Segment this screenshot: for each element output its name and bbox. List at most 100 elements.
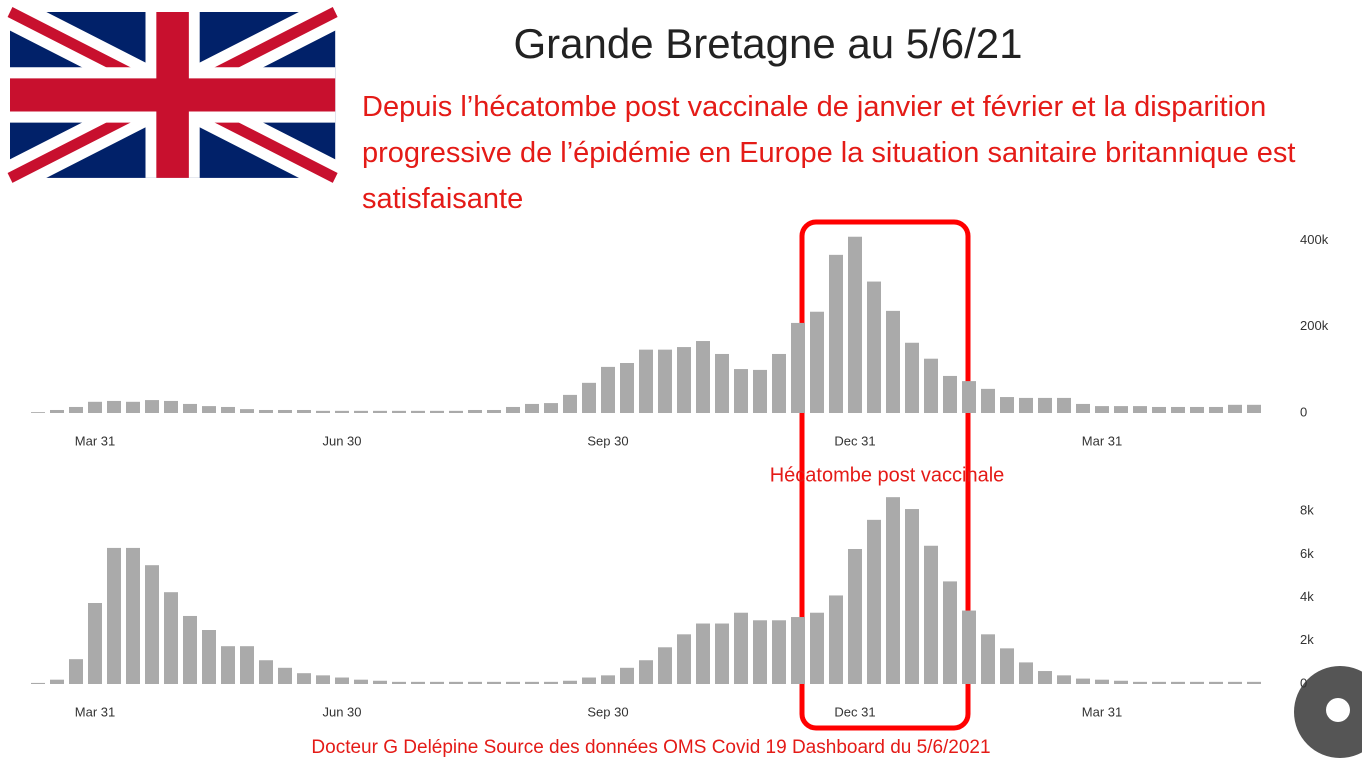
bar bbox=[658, 647, 672, 684]
bar bbox=[620, 667, 634, 684]
bar bbox=[924, 545, 938, 684]
bar bbox=[1152, 681, 1166, 684]
bar bbox=[373, 680, 387, 684]
x-tick-label: Dec 31 bbox=[834, 433, 875, 448]
bar bbox=[943, 375, 957, 413]
x-tick-label: Mar 31 bbox=[1082, 704, 1122, 719]
bar bbox=[487, 409, 501, 413]
footer: Docteur G Delépine Source des données OM… bbox=[311, 737, 990, 758]
bar bbox=[905, 509, 919, 684]
bar bbox=[259, 409, 273, 413]
y-tick-label: 4k bbox=[1300, 589, 1314, 604]
bar bbox=[107, 547, 121, 684]
x-tick-label: Mar 31 bbox=[1082, 433, 1122, 448]
bar bbox=[886, 497, 900, 684]
bar bbox=[487, 681, 501, 684]
x-tick-label: Mar 31 bbox=[75, 433, 115, 448]
bar bbox=[772, 353, 786, 413]
x-tick-label: Sep 30 bbox=[587, 433, 628, 448]
bar bbox=[753, 620, 767, 684]
bar bbox=[962, 610, 976, 684]
bar bbox=[1038, 671, 1052, 684]
bar bbox=[449, 410, 463, 413]
bar bbox=[316, 410, 330, 413]
bar bbox=[50, 409, 64, 413]
bar bbox=[715, 623, 729, 684]
bar bbox=[696, 341, 710, 413]
bar bbox=[468, 409, 482, 413]
bar bbox=[734, 612, 748, 684]
bar bbox=[981, 388, 995, 413]
bar bbox=[1038, 397, 1052, 413]
bar bbox=[506, 406, 520, 413]
bar bbox=[297, 673, 311, 684]
bar bbox=[943, 581, 957, 684]
bar bbox=[335, 677, 349, 684]
y-tick-label: 6k bbox=[1300, 546, 1314, 561]
bar bbox=[867, 281, 881, 413]
annotation: Hécatombe post vaccinale bbox=[770, 464, 1005, 486]
bar bbox=[1114, 406, 1128, 413]
bar bbox=[753, 369, 767, 413]
bar bbox=[1114, 680, 1128, 684]
bar bbox=[430, 410, 444, 413]
bar bbox=[126, 547, 140, 684]
bar bbox=[1095, 679, 1109, 684]
x-tick-label: Sep 30 bbox=[587, 704, 628, 719]
chat-button[interactable] bbox=[1294, 666, 1362, 758]
bar bbox=[1190, 681, 1204, 684]
bar bbox=[791, 322, 805, 413]
bar bbox=[639, 660, 653, 684]
bar bbox=[601, 366, 615, 413]
x-tick-label: Jun 30 bbox=[322, 704, 361, 719]
bar bbox=[1247, 404, 1261, 413]
bar bbox=[810, 311, 824, 413]
title: Grande Bretagne au 5/6/21 bbox=[513, 20, 1022, 67]
bar bbox=[259, 660, 273, 684]
bar bbox=[886, 310, 900, 413]
bar bbox=[715, 353, 729, 413]
bar bbox=[1247, 681, 1261, 684]
bar bbox=[1171, 681, 1185, 684]
y-tick-label: 0 bbox=[1300, 675, 1307, 690]
bar bbox=[981, 634, 995, 684]
bar bbox=[449, 681, 463, 684]
bar bbox=[1019, 397, 1033, 413]
bar bbox=[1228, 404, 1242, 413]
bar bbox=[848, 549, 862, 684]
bar bbox=[1228, 681, 1242, 684]
y-tick-label: 400k bbox=[1300, 232, 1329, 247]
bar bbox=[677, 347, 691, 413]
bar bbox=[1000, 397, 1014, 413]
uk-flag bbox=[2, 0, 343, 193]
bar bbox=[962, 381, 976, 413]
bar bbox=[69, 406, 83, 413]
bar bbox=[107, 400, 121, 413]
bar bbox=[525, 403, 539, 413]
highlight-box bbox=[799, 219, 971, 731]
bar bbox=[696, 623, 710, 684]
bar bbox=[278, 667, 292, 684]
bar bbox=[867, 519, 881, 684]
bar bbox=[1095, 406, 1109, 413]
bar bbox=[1076, 403, 1090, 413]
bar bbox=[1190, 406, 1204, 413]
bar bbox=[31, 682, 45, 684]
bar bbox=[791, 617, 805, 684]
bar bbox=[240, 646, 254, 684]
bar bbox=[1209, 406, 1223, 413]
bar bbox=[772, 620, 786, 684]
bar bbox=[582, 382, 596, 413]
bar bbox=[183, 403, 197, 413]
y-tick-label: 200k bbox=[1300, 318, 1329, 333]
bar bbox=[183, 615, 197, 684]
bar bbox=[829, 595, 843, 684]
bar bbox=[848, 236, 862, 413]
bar bbox=[202, 630, 216, 684]
y-tick-label: 0 bbox=[1300, 404, 1307, 419]
x-tick-label: Dec 31 bbox=[834, 704, 875, 719]
bar bbox=[145, 400, 159, 413]
bar bbox=[525, 681, 539, 684]
